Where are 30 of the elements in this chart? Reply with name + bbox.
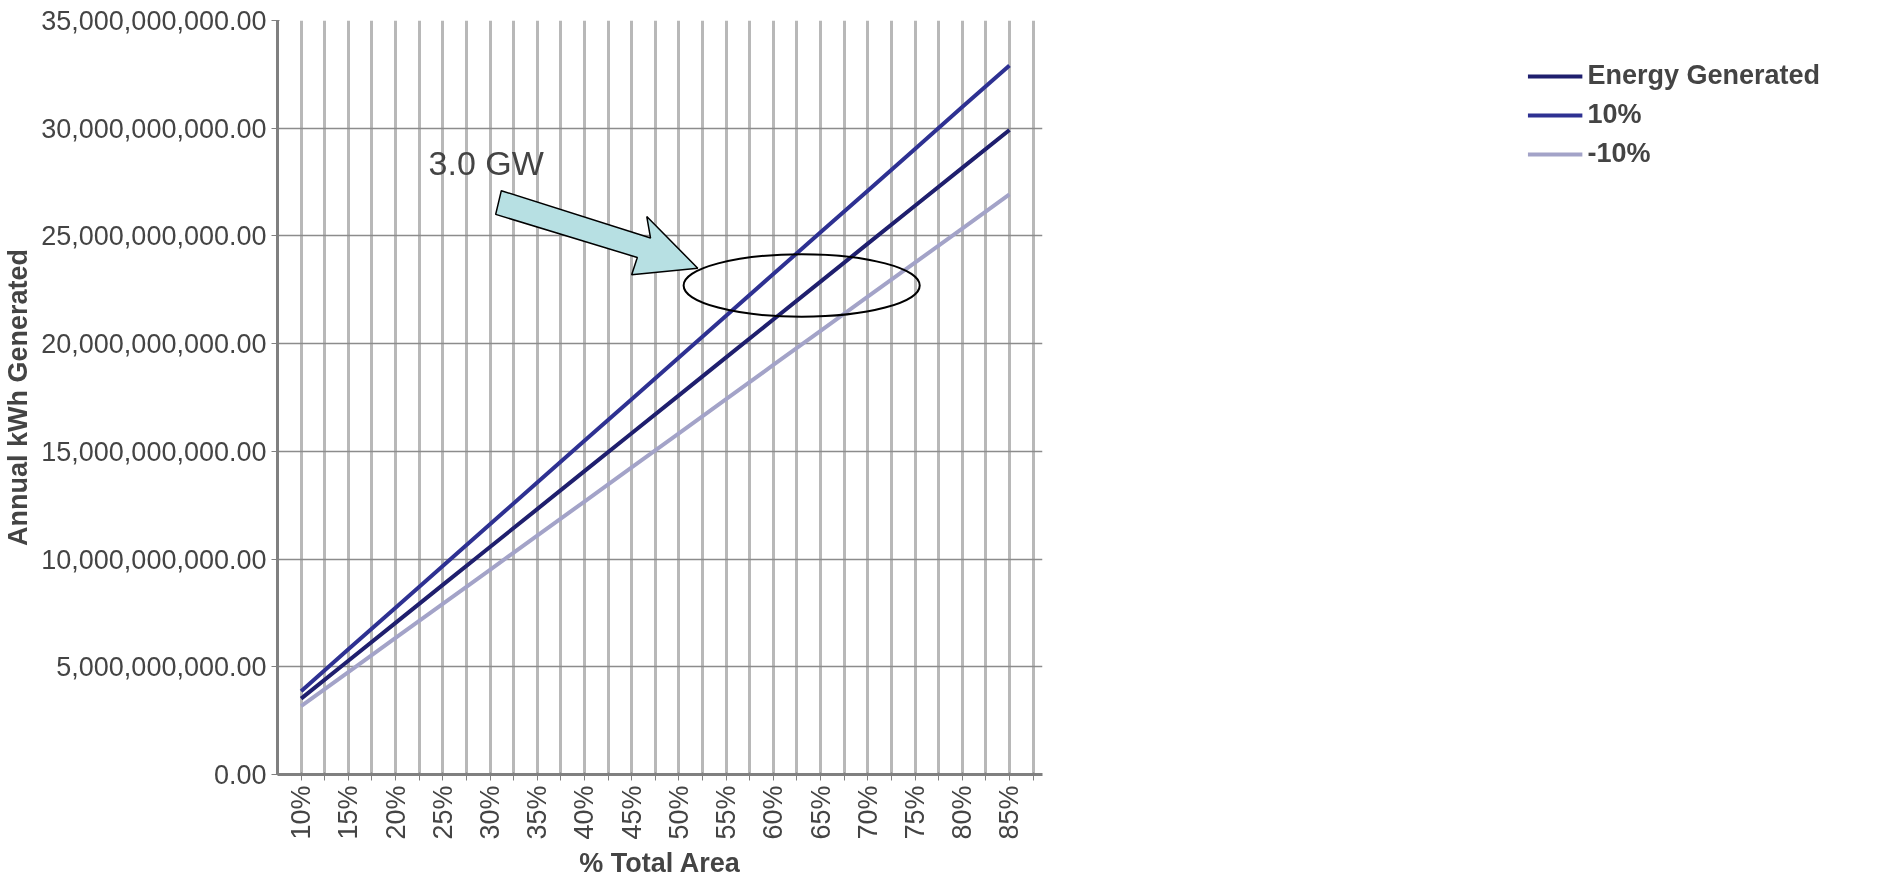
x-tick-label: 20% [380,785,411,840]
annotation: 3.0 GW [428,144,544,183]
y-tick-label: 10,000,000,000.00 [41,544,267,575]
x-tick-label: 25% [427,785,458,840]
y-tick-label: 15,000,000,000.00 [41,436,267,467]
x-tick-label: 65% [805,785,836,840]
y-tick-label: 5,000,000,000.00 [56,652,267,683]
x-tick-label: 80% [947,785,978,840]
y-tick-label: 0.00 [213,760,267,790]
x-tick-label: 40% [569,785,600,840]
y-tick-label: 30,000,000,000.00 [41,113,267,144]
y-tick-label: 20,000,000,000.00 [41,329,267,360]
x-axis-title: % Total Area [579,847,741,878]
x-tick-label: 50% [663,785,694,840]
x-tick-label: 15% [333,785,364,840]
x-tick-label: 30% [475,785,505,840]
x-tick-label: 55% [711,785,742,840]
y-tick-label: 35,000,000,000.00 [41,6,267,36]
y-tick-label: 25,000,000,000.00 [41,221,267,252]
y-axis-title: Annual kWh Generated [3,248,34,547]
x-tick-label: 75% [900,785,930,840]
x-tick-label: 10% [286,785,317,840]
x-tick-label: 45% [616,785,647,840]
x-tick-label: 85% [994,785,1025,840]
x-tick-label: 35% [522,785,553,840]
legend-label: -10% [1587,138,1651,169]
x-tick-label: 60% [758,785,789,840]
legend-label: Energy Generated [1587,60,1820,91]
legend-label: 10% [1587,99,1642,130]
x-tick-label: 70% [852,785,883,840]
